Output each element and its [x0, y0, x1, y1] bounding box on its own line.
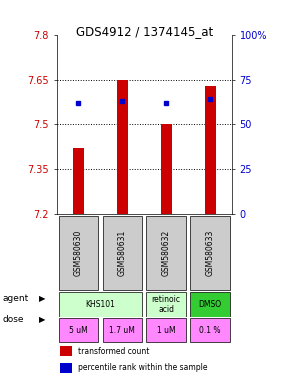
FancyBboxPatch shape: [146, 216, 186, 290]
Bar: [73, 149, 84, 214]
Text: agent: agent: [3, 294, 29, 303]
Text: 5 uM: 5 uM: [69, 326, 88, 334]
Text: ▶: ▶: [39, 315, 45, 324]
Bar: [117, 79, 128, 214]
Text: transformed count: transformed count: [78, 347, 149, 356]
Bar: [204, 86, 215, 214]
Text: GDS4912 / 1374145_at: GDS4912 / 1374145_at: [76, 25, 214, 38]
Text: ▶: ▶: [39, 294, 45, 303]
Text: dose: dose: [3, 315, 24, 324]
Text: retinoic
acid: retinoic acid: [152, 295, 181, 314]
Text: 1.7 uM: 1.7 uM: [109, 326, 135, 334]
Text: GSM580633: GSM580633: [206, 230, 215, 276]
FancyBboxPatch shape: [103, 318, 142, 343]
FancyBboxPatch shape: [146, 318, 186, 343]
Text: percentile rank within the sample: percentile rank within the sample: [78, 364, 207, 372]
FancyBboxPatch shape: [146, 292, 186, 317]
Text: GSM580631: GSM580631: [118, 230, 127, 276]
FancyBboxPatch shape: [59, 216, 98, 290]
Text: KHS101: KHS101: [86, 300, 115, 309]
FancyBboxPatch shape: [103, 216, 142, 290]
Text: 0.1 %: 0.1 %: [199, 326, 221, 334]
FancyBboxPatch shape: [59, 318, 98, 343]
Text: GSM580632: GSM580632: [162, 230, 171, 276]
Bar: [60, 346, 72, 356]
FancyBboxPatch shape: [190, 318, 230, 343]
Bar: [161, 124, 172, 214]
Text: GSM580630: GSM580630: [74, 230, 83, 276]
FancyBboxPatch shape: [190, 292, 230, 317]
Bar: [60, 363, 72, 373]
FancyBboxPatch shape: [190, 216, 230, 290]
Text: DMSO: DMSO: [199, 300, 222, 309]
FancyBboxPatch shape: [59, 292, 142, 317]
Text: 1 uM: 1 uM: [157, 326, 175, 334]
